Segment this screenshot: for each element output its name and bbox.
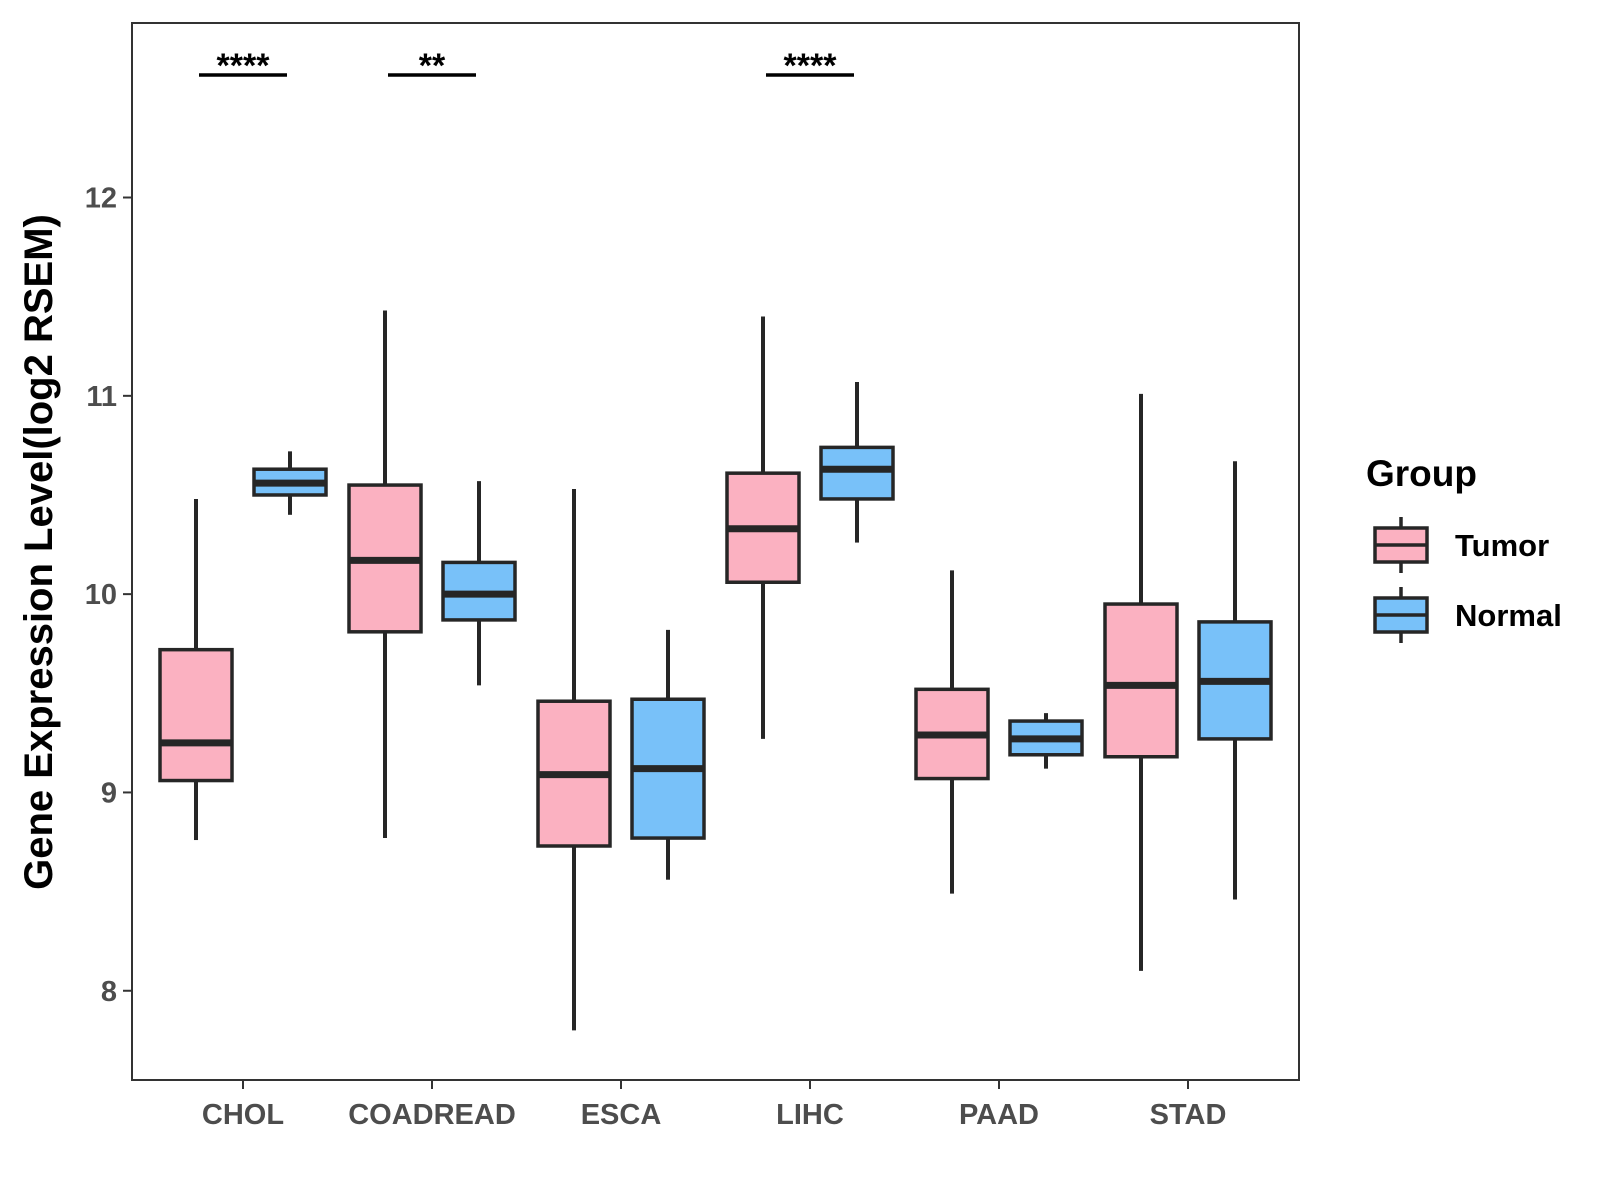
- significance-label: ****: [217, 47, 271, 85]
- legend: Group Tumor Normal: [1366, 453, 1562, 643]
- significance-label: **: [419, 47, 446, 85]
- y-tick-label: 12: [85, 183, 117, 215]
- box-normal-paad: [1008, 713, 1084, 769]
- x-tick-label: COADREAD: [348, 1099, 516, 1131]
- x-tick-label: CHOL: [202, 1099, 284, 1131]
- legend-label: Normal: [1455, 598, 1562, 633]
- legend-item-tumor: Tumor: [1373, 517, 1549, 573]
- y-axis-title: Gene Expression Level(log2 RSEM): [17, 214, 61, 890]
- box-tumor-esca: [536, 489, 612, 1031]
- box-tumor-stad: [1103, 393, 1179, 971]
- box-tumor-paad: [914, 570, 990, 894]
- y-tick-label: 9: [101, 777, 117, 809]
- box-normal-esca: [630, 629, 706, 880]
- box-tumor-lihc: [725, 316, 801, 739]
- box-body: [1103, 602, 1179, 759]
- box-normal-coadread: [441, 481, 517, 686]
- significance-label: ****: [784, 47, 838, 85]
- x-tick-label: LIHC: [776, 1099, 844, 1131]
- plot-panel-border: [131, 22, 1300, 1081]
- box-normal-chol: [252, 451, 328, 515]
- box-body: [158, 647, 234, 783]
- box-tumor-chol: [158, 498, 234, 841]
- box-body: [819, 445, 895, 501]
- y-tick-label: 8: [101, 976, 117, 1008]
- legend-title: Group: [1366, 453, 1477, 494]
- y-tick-label: 11: [86, 381, 117, 413]
- x-tick-label: PAAD: [959, 1099, 1039, 1131]
- plot-area: **** ** ****: [158, 47, 1273, 1031]
- legend-item-normal: Normal: [1373, 587, 1562, 643]
- axes: 8 9 10 11 12 CHOL COADREAD ESCA LIHC PAAD STAD: [85, 183, 1227, 1131]
- box-tumor-coadread: [347, 310, 423, 839]
- x-tick-label: ESCA: [581, 1099, 662, 1131]
- box-normal-lihc: [819, 381, 895, 543]
- legend-label: Tumor: [1455, 528, 1549, 563]
- x-tick-label: STAD: [1150, 1099, 1227, 1131]
- y-tick-label: 10: [85, 579, 117, 611]
- box-normal-stad: [1197, 461, 1273, 900]
